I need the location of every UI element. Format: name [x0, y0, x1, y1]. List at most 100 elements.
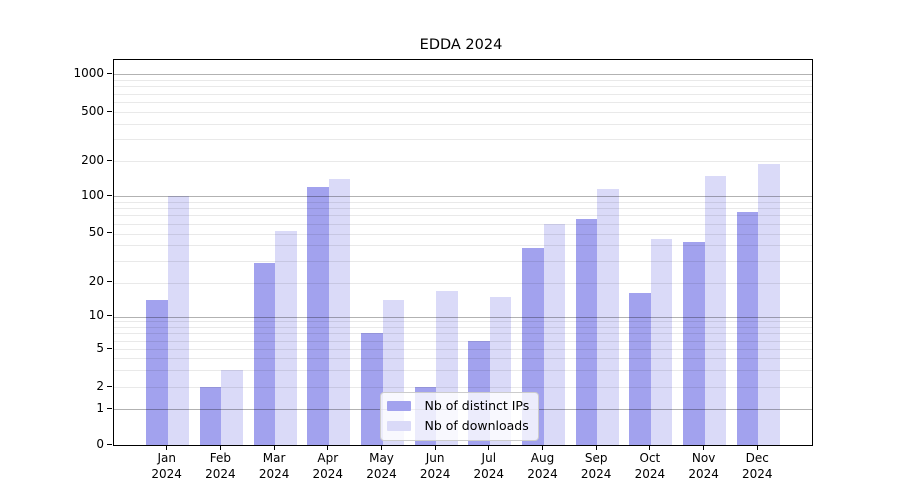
x-tick-month: Dec [745, 451, 769, 465]
gridline-minor [113, 260, 812, 262]
plot-area: Nb of distinct IPs Nb of downloads [112, 59, 813, 446]
gridline-minor [113, 340, 812, 342]
gridline-minor [113, 215, 812, 217]
bar-downloads-feb [221, 370, 243, 445]
x-tick-label: Mar 2024 [234, 451, 314, 482]
legend: Nb of distinct IPs Nb of downloads [379, 392, 540, 441]
gridline-minor [113, 112, 812, 113]
y-tick [107, 72, 112, 74]
gridline-major [113, 196, 812, 197]
chart-title: EDDA 2024 [419, 37, 503, 53]
x-tick-label: Dec 2024 [717, 451, 797, 482]
gridline-minor [113, 327, 812, 328]
y-tick-label: 5 [96, 340, 104, 355]
gridline-minor [113, 223, 812, 225]
bar-distinct-ips-may [361, 333, 383, 445]
x-tick-label: Apr 2024 [288, 451, 368, 482]
y-tick-label: 50 [88, 225, 104, 239]
x-tick-label: Jul 2024 [449, 451, 529, 482]
gridline-minor [113, 161, 812, 162]
x-tick-label: Nov 2024 [664, 451, 744, 482]
y-tick-label: 1 [96, 400, 104, 415]
gridline-minor [113, 123, 812, 125]
x-tick-year: 2024 [742, 466, 773, 481]
gridline-minor [113, 233, 812, 235]
x-tick-label: Jun 2024 [395, 451, 475, 482]
x-tick [542, 445, 543, 450]
y-tick-label: 2 [96, 378, 104, 393]
x-tick-month: Aug [530, 451, 555, 465]
x-tick-month: Jul [481, 451, 497, 465]
gridline-major [113, 316, 812, 318]
y-tick [107, 347, 112, 349]
x-tick-year: 2024 [634, 466, 666, 481]
x-tick-label: Feb 2024 [180, 451, 260, 482]
x-tick [219, 445, 221, 450]
bar-downloads-dec [758, 163, 780, 445]
y-tick-label: 200 [81, 152, 104, 167]
bar-distinct-ips-mar [253, 262, 276, 445]
x-tick-month: Mar [262, 451, 286, 465]
bar-downloads-jan [167, 196, 190, 445]
bar-distinct-ips-jan [146, 300, 168, 445]
legend-label-distinct-ips: Nb of distinct IPs [424, 398, 530, 413]
gridline-minor [113, 358, 812, 360]
x-tick-month: Jan [157, 451, 176, 465]
gridline-minor [113, 201, 812, 203]
x-tick-month: Feb [209, 451, 232, 465]
bar-downloads-oct [650, 239, 673, 445]
bar-distinct-ips-dec [736, 211, 759, 445]
gridline-minor [113, 333, 812, 335]
x-tick [488, 445, 490, 450]
x-tick-month: May [369, 451, 394, 465]
y-tick [107, 232, 112, 233]
x-tick [327, 445, 329, 450]
x-tick-month: Jun [425, 451, 445, 465]
legend-label-downloads: Nb of downloads [424, 418, 529, 433]
x-tick-label: Jan 2024 [127, 451, 207, 482]
x-tick-year: 2024 [205, 466, 236, 481]
bar-distinct-ips-feb [199, 387, 222, 445]
gridline-minor [113, 321, 812, 323]
x-tick [756, 445, 758, 450]
bar-downloads-nov [704, 175, 727, 445]
bar-distinct-ips-sep [575, 219, 598, 445]
x-tick [381, 445, 382, 450]
legend-swatch-distinct-ips [386, 401, 411, 411]
gridline-minor [113, 102, 812, 103]
gridline-minor [113, 208, 812, 210]
x-tick [649, 445, 651, 450]
bar-downloads-sep [597, 188, 619, 445]
y-tick-label: 100 [81, 187, 104, 202]
gridline-minor [113, 282, 812, 284]
y-tick [107, 385, 112, 387]
x-tick-year: 2024 [419, 466, 451, 481]
x-tick [595, 445, 597, 450]
x-tick-year: 2024 [258, 466, 290, 481]
x-tick-year: 2024 [312, 466, 344, 481]
gridline-major [113, 74, 812, 75]
y-tick [107, 443, 112, 445]
x-tick-label: Aug 2024 [503, 451, 583, 482]
x-tick-year: 2024 [366, 466, 397, 481]
x-tick [166, 445, 168, 450]
x-tick-label: Oct 2024 [610, 451, 690, 482]
bar-distinct-ips-oct [629, 293, 651, 445]
x-tick-month: Oct [639, 451, 661, 465]
x-tick-month: Sep [584, 451, 608, 465]
bar-downloads-apr [328, 179, 351, 445]
y-tick [107, 281, 112, 282]
bar-downloads-mar [275, 231, 297, 445]
x-tick [703, 445, 705, 450]
x-tick-label: May 2024 [342, 451, 422, 482]
y-tick [107, 110, 112, 112]
x-tick-year: 2024 [688, 466, 719, 481]
gridline-minor [113, 349, 812, 350]
y-tick [107, 194, 112, 196]
x-tick-year: 2024 [580, 466, 612, 481]
bar-distinct-ips-nov [683, 241, 705, 445]
bar-downloads-aug [543, 223, 565, 445]
gridline-minor [113, 93, 812, 95]
x-tick-year: 2024 [527, 466, 558, 481]
